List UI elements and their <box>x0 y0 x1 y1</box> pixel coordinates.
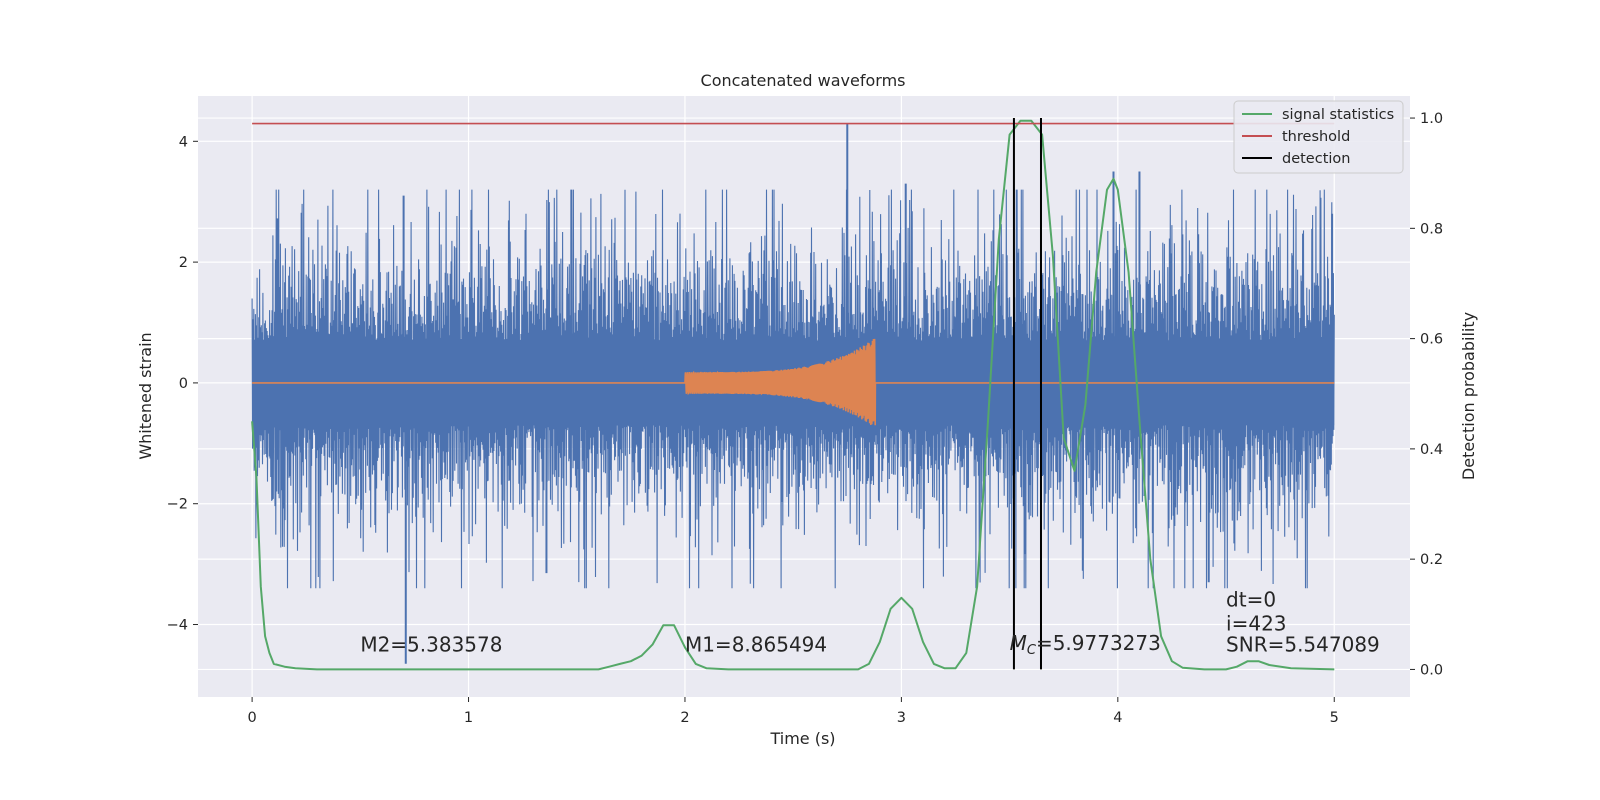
chart-title: Concatenated waveforms <box>701 71 906 90</box>
legend-box <box>1233 100 1404 174</box>
y2-tick-label: 0.8 <box>1420 221 1443 237</box>
signal-statistics-line <box>251 119 1335 671</box>
annotation-text: i=423 <box>1226 612 1287 636</box>
template-line <box>252 338 1335 426</box>
x-axis-label: Time (s) <box>769 729 835 748</box>
x-tick-label: 3 <box>897 710 906 726</box>
y2-tick-label: 1.0 <box>1420 111 1443 127</box>
annotation-mc-sub: C <box>1027 643 1037 658</box>
probability-series <box>251 118 1335 671</box>
y-tick-label: 4 <box>179 134 188 150</box>
legend: signal statistics threshold detection <box>1233 100 1404 174</box>
annotation-mc-value: =5.9773273 <box>1036 631 1161 655</box>
y-tick-label: −4 <box>167 618 188 634</box>
annotation-text: MC=5.9773273 <box>1010 631 1161 658</box>
axis-ticks: 0 1 2 3 4 5 −4 −2 0 2 4 0.0 0.2 0.4 0.6 0.8 1.0 <box>167 111 1443 726</box>
x-tick-label: 5 <box>1330 710 1339 726</box>
y2-axis-label: Detection probability <box>1459 312 1478 480</box>
x-tick-label: 1 <box>464 710 473 726</box>
annotation-text: dt=0 <box>1226 587 1276 611</box>
annotation-text: SNR=5.547089 <box>1226 633 1380 657</box>
annotations: M2=5.383578 M1=8.865494 MC=5.9773273 dt=0i=… <box>360 587 1379 657</box>
legend-label: threshold <box>1282 129 1350 145</box>
y-tick-label: −2 <box>167 497 188 513</box>
legend-label: signal statistics <box>1282 107 1394 123</box>
annotation-mc: M <box>1010 631 1027 655</box>
y-tick-label: 2 <box>179 255 188 271</box>
annotation-text: M2=5.383578 <box>360 633 502 657</box>
x-tick-label: 2 <box>680 710 689 726</box>
y2-tick-label: 0.4 <box>1420 442 1443 458</box>
y2-tick-label: 0.2 <box>1420 552 1443 568</box>
annotation-text: M1=8.865494 <box>685 633 827 657</box>
x-tick-label: 4 <box>1113 710 1122 726</box>
x-tick-label: 0 <box>247 710 256 726</box>
y-tick-label: 0 <box>179 376 188 392</box>
y2-tick-label: 0.0 <box>1420 662 1443 678</box>
legend-label: detection <box>1282 151 1350 167</box>
y-axis-label: Whitened strain <box>136 332 155 459</box>
template-series <box>252 338 1335 426</box>
y2-tick-label: 0.6 <box>1420 332 1443 348</box>
